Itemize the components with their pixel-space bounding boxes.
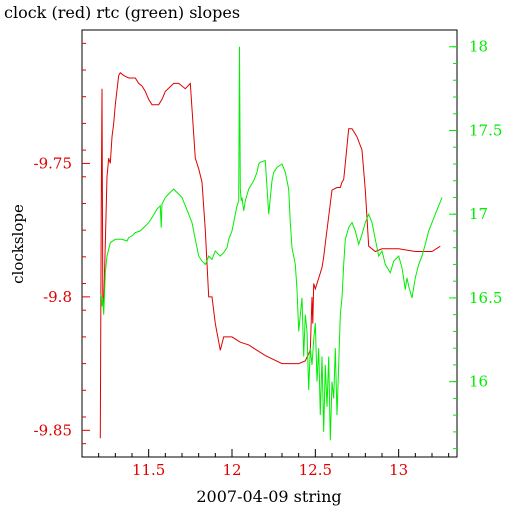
- y-left-tick-label: -9.8: [43, 288, 72, 306]
- clock-slope-line: [99, 71, 441, 439]
- x-tick-label: 12: [222, 461, 241, 479]
- chart-title: clock (red) rtc (green) slopes: [4, 3, 240, 22]
- y-right-tick-label: 18: [469, 38, 488, 56]
- plot-frame: [81, 29, 458, 458]
- x-tick-label: 11.5: [132, 461, 165, 479]
- x-tick-label: 12.5: [299, 461, 332, 479]
- y-left-tick-label: -9.75: [34, 154, 72, 172]
- y-left-tick-label: -9.85: [34, 421, 72, 439]
- y-right-tick-label: 16.5: [469, 289, 502, 307]
- y-right-tick-label: 17: [469, 205, 488, 223]
- y-axis-label: clockslope: [9, 204, 27, 284]
- y-right-tick-label: 16: [469, 373, 488, 391]
- y-right-tick-label: 17.5: [469, 121, 502, 139]
- x-axis-label: 2007-04-09 string: [196, 487, 341, 506]
- x-tick-label: 13: [389, 461, 408, 479]
- rtc-slope-line: [99, 46, 443, 441]
